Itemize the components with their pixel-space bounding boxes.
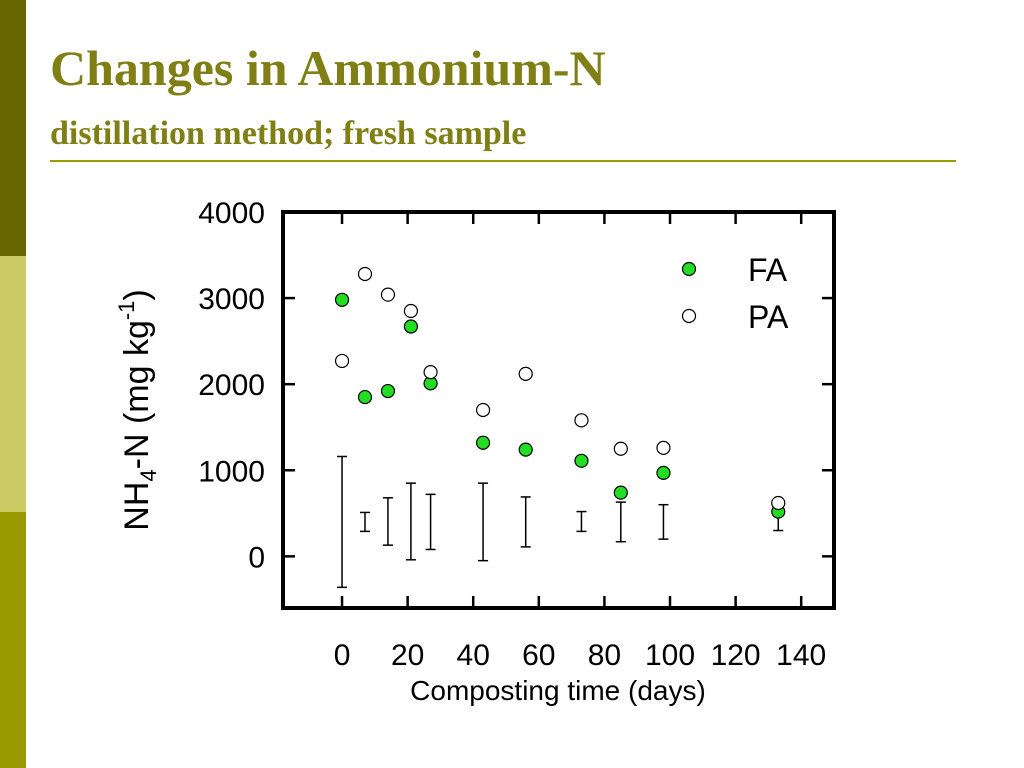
y-tick-label: 1000 (198, 455, 265, 488)
data-point-fa (475, 435, 491, 450)
x-tick-label: 0 (334, 639, 351, 672)
data-point-pa (771, 495, 786, 511)
data-point-fa (334, 292, 350, 307)
data-point-fa (656, 465, 671, 480)
data-point-fa (613, 485, 628, 500)
error-bar (520, 496, 531, 548)
data-point-fa (574, 453, 589, 468)
y-label-prefix: NH (118, 482, 156, 531)
x-axis-label: Composting time (days) (410, 675, 706, 706)
data-point-pa (574, 413, 589, 428)
y-axis-label: NH4-N (mg kg-1) (114, 289, 161, 530)
error-bar (382, 497, 393, 546)
x-tick-label: 80 (588, 639, 621, 672)
sidebar-band-middle (0, 256, 26, 512)
data-point-pa (357, 266, 373, 282)
x-tick-label: 140 (776, 639, 826, 672)
error-bars-layer (337, 455, 784, 589)
y-tick-label: 4000 (198, 197, 265, 230)
error-bar (478, 482, 489, 562)
error-bar (576, 510, 587, 533)
x-tick-label: 100 (645, 639, 695, 672)
data-point-pa (475, 402, 491, 418)
error-bar (658, 503, 669, 540)
data-point-fa (380, 383, 396, 399)
data-point-pa (518, 366, 533, 381)
error-bar (405, 482, 416, 561)
y-label-middle: -N (mg kg (118, 320, 156, 469)
data-point-pa (423, 365, 438, 380)
legend-marker (681, 308, 697, 324)
error-bar (615, 501, 626, 543)
error-bar (359, 511, 370, 533)
y-tick-label: 3000 (198, 283, 265, 316)
legend-label: PA (748, 299, 789, 335)
data-point-fa (357, 389, 373, 405)
data-point-pa (656, 440, 671, 455)
sidebar-band-bottom (0, 512, 26, 768)
legend: FA PA (681, 252, 789, 335)
slide-subtitle: distillation method; fresh sample (50, 115, 527, 152)
legend-entry-fa: FA (681, 252, 788, 288)
data-point-fa (403, 319, 419, 334)
plot-frame (281, 210, 836, 610)
x-tick-label: 20 (391, 639, 424, 672)
y-label-superscript: -1 (114, 301, 139, 321)
axis-ticks-layer: 0 1000 2000 3000 4000 0 20 40 60 80 100 120 140 (198, 197, 834, 672)
data-point-pa (403, 303, 419, 319)
plot-frame-layer (281, 210, 836, 610)
error-bar (337, 455, 348, 589)
title-underline (50, 160, 956, 162)
x-tick-label: 60 (522, 639, 555, 672)
error-bar (425, 493, 436, 551)
data-point-fa (518, 442, 533, 457)
legend-marker (681, 261, 697, 277)
legend-entry-pa: PA (681, 299, 789, 335)
data-point-pa (334, 353, 350, 369)
x-tick-label: 120 (711, 639, 761, 672)
y-tick-label: 0 (248, 541, 265, 574)
slide-title: Changes in Ammonium-N (50, 40, 606, 96)
y-label-suffix: ) (118, 289, 156, 300)
x-tick-label: 40 (457, 639, 490, 672)
sidebar-band-top (0, 0, 26, 256)
y-tick-label: 2000 (198, 369, 265, 402)
data-point-pa (380, 287, 396, 302)
data-points-layer (334, 266, 786, 519)
legend-label: FA (748, 252, 788, 288)
data-point-pa (613, 441, 628, 456)
y-label-subscript: 4 (136, 469, 161, 481)
